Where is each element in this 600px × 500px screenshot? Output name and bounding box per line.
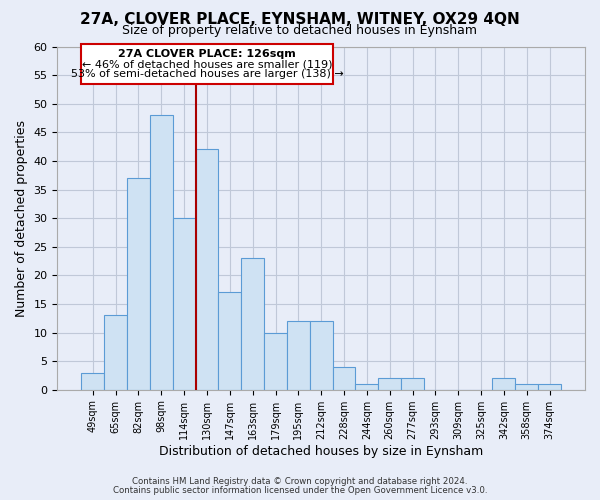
Bar [127,178,150,390]
Y-axis label: Number of detached properties: Number of detached properties [15,120,28,316]
FancyBboxPatch shape [82,44,332,84]
Bar [196,150,218,390]
Bar [287,321,310,390]
Text: Contains public sector information licensed under the Open Government Licence v3: Contains public sector information licen… [113,486,487,495]
Bar [310,321,332,390]
Bar [493,378,515,390]
Bar [104,316,127,390]
Bar [355,384,379,390]
Bar [150,115,173,390]
Bar [401,378,424,390]
Bar [379,378,401,390]
Bar [173,218,196,390]
Bar [218,292,241,390]
Text: 53% of semi-detached houses are larger (138) →: 53% of semi-detached houses are larger (… [71,69,343,79]
Text: ← 46% of detached houses are smaller (119): ← 46% of detached houses are smaller (11… [82,59,332,69]
Text: 27A CLOVER PLACE: 126sqm: 27A CLOVER PLACE: 126sqm [118,50,296,59]
Text: Size of property relative to detached houses in Eynsham: Size of property relative to detached ho… [122,24,478,37]
Bar [515,384,538,390]
Bar [264,332,287,390]
Text: 27A, CLOVER PLACE, EYNSHAM, WITNEY, OX29 4QN: 27A, CLOVER PLACE, EYNSHAM, WITNEY, OX29… [80,12,520,28]
Bar [241,258,264,390]
Bar [82,372,104,390]
Text: Contains HM Land Registry data © Crown copyright and database right 2024.: Contains HM Land Registry data © Crown c… [132,477,468,486]
X-axis label: Distribution of detached houses by size in Eynsham: Distribution of detached houses by size … [159,444,484,458]
Bar [538,384,561,390]
Bar [332,367,355,390]
